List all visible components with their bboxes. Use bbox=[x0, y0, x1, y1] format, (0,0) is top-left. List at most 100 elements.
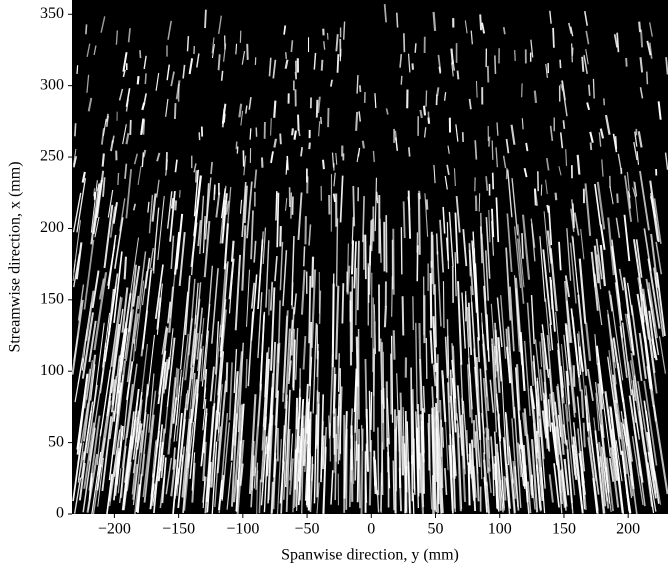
streak bbox=[203, 220, 211, 278]
streak bbox=[633, 239, 642, 287]
streak bbox=[273, 390, 279, 478]
streak bbox=[421, 408, 425, 494]
streak bbox=[643, 380, 658, 466]
streak bbox=[417, 193, 421, 255]
streak bbox=[114, 217, 124, 269]
streak bbox=[496, 122, 499, 136]
streak bbox=[280, 425, 286, 514]
streak bbox=[578, 258, 587, 324]
streak bbox=[140, 310, 149, 357]
streak bbox=[497, 337, 503, 382]
streak bbox=[448, 211, 454, 267]
streak bbox=[446, 222, 450, 270]
streak bbox=[541, 410, 548, 439]
streak bbox=[178, 232, 186, 287]
streak bbox=[215, 192, 221, 218]
streak bbox=[533, 188, 539, 206]
streak bbox=[289, 433, 294, 481]
streak bbox=[293, 293, 297, 315]
streak bbox=[170, 197, 174, 209]
streak bbox=[343, 411, 348, 499]
streak bbox=[211, 268, 219, 344]
streak bbox=[109, 206, 116, 238]
streak bbox=[586, 416, 599, 511]
streak bbox=[81, 312, 94, 379]
streak bbox=[73, 156, 78, 168]
streak bbox=[422, 105, 427, 116]
streak bbox=[142, 390, 157, 498]
x-tick-label: 50 bbox=[428, 521, 444, 538]
streak bbox=[356, 75, 359, 94]
streak bbox=[444, 468, 448, 495]
streak bbox=[223, 223, 229, 270]
streak bbox=[143, 55, 147, 70]
streak bbox=[117, 468, 122, 494]
streak bbox=[414, 43, 417, 53]
streak bbox=[425, 199, 429, 210]
streak bbox=[187, 328, 196, 405]
streak bbox=[86, 43, 91, 58]
streak bbox=[113, 251, 123, 323]
streak bbox=[287, 360, 292, 385]
streak bbox=[111, 135, 115, 144]
streak bbox=[202, 441, 207, 482]
streak bbox=[109, 410, 115, 440]
streaks bbox=[71, 4, 668, 515]
streak bbox=[100, 16, 106, 33]
streak bbox=[520, 444, 527, 487]
streak bbox=[525, 142, 529, 152]
streak bbox=[110, 297, 123, 368]
streak bbox=[609, 447, 620, 508]
x-tick-label: 150 bbox=[552, 521, 576, 538]
streak bbox=[330, 79, 333, 87]
streak bbox=[594, 183, 602, 226]
streak bbox=[572, 365, 576, 387]
streak bbox=[570, 26, 574, 37]
streak bbox=[412, 296, 415, 330]
streak bbox=[289, 458, 294, 495]
streak bbox=[496, 297, 503, 348]
streak bbox=[118, 88, 124, 101]
streak bbox=[430, 260, 434, 284]
streak bbox=[585, 30, 590, 45]
streak bbox=[651, 338, 658, 361]
streak bbox=[132, 463, 139, 500]
streak bbox=[73, 477, 82, 514]
streak bbox=[265, 240, 270, 308]
streak bbox=[123, 439, 132, 483]
streak bbox=[455, 195, 461, 233]
streak bbox=[627, 190, 631, 198]
streak bbox=[365, 408, 369, 472]
streak bbox=[554, 426, 563, 505]
streak bbox=[437, 54, 442, 72]
streak bbox=[457, 281, 463, 365]
streak bbox=[654, 276, 659, 300]
streak bbox=[249, 128, 252, 140]
streak bbox=[519, 331, 526, 392]
streak bbox=[597, 362, 604, 410]
streak bbox=[235, 43, 238, 55]
streak bbox=[179, 190, 181, 198]
streak bbox=[168, 286, 175, 333]
streak bbox=[429, 330, 434, 364]
streak bbox=[419, 109, 423, 119]
streak bbox=[649, 300, 656, 328]
streak bbox=[225, 362, 229, 393]
streak bbox=[433, 406, 440, 513]
streak bbox=[408, 147, 411, 157]
streak bbox=[285, 428, 291, 512]
streak bbox=[292, 339, 296, 391]
streak bbox=[608, 290, 614, 312]
streak bbox=[193, 169, 199, 217]
streak bbox=[626, 171, 630, 191]
streak bbox=[88, 415, 101, 491]
streak bbox=[565, 149, 568, 166]
streak bbox=[433, 164, 436, 184]
streak bbox=[402, 201, 406, 239]
streak bbox=[580, 389, 585, 418]
streak bbox=[276, 192, 280, 248]
streak bbox=[411, 63, 415, 70]
streak bbox=[179, 291, 189, 370]
streak bbox=[553, 463, 560, 508]
